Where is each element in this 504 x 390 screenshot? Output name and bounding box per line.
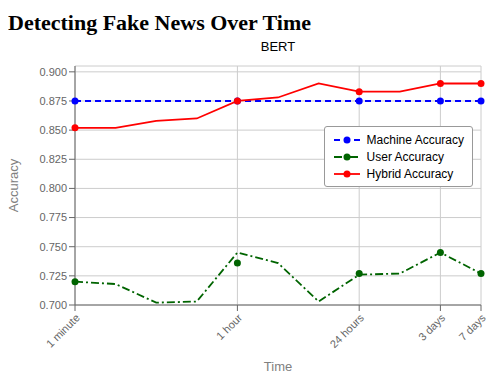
svg-text:0.725: 0.725 — [39, 270, 67, 282]
svg-text:0.700: 0.700 — [39, 299, 67, 311]
svg-text:0.825: 0.825 — [39, 153, 67, 165]
svg-text:0.900: 0.900 — [39, 66, 67, 78]
svg-text:Time: Time — [264, 359, 292, 374]
svg-text:0.875: 0.875 — [39, 95, 67, 107]
html-text:Machine Accuracy: Machine Accuracy — [366, 132, 464, 147]
svg-text:Accuracy: Accuracy — [8, 158, 21, 212]
svg-text:0.850: 0.850 — [39, 124, 67, 136]
html-text:User Accuracy: User Accuracy — [366, 149, 444, 164]
html-text:BERT: BERT — [260, 39, 296, 54]
html-text:Hybrid Accuracy: Hybrid Accuracy — [366, 166, 454, 181]
svg-text:0.775: 0.775 — [39, 211, 67, 223]
svg-text:24 hours: 24 hours — [327, 311, 366, 350]
svg-text:0.750: 0.750 — [39, 241, 67, 253]
html-text:Detecting Fake News Over Time: Detecting Fake News Over Time — [8, 10, 312, 35]
svg-text:0.800: 0.800 — [39, 182, 67, 194]
svg-text:7 days: 7 days — [457, 311, 489, 343]
svg-text:1 hour: 1 hour — [214, 311, 245, 342]
svg-text:1 minute: 1 minute — [44, 311, 82, 349]
svg-text:3 days: 3 days — [416, 311, 448, 343]
